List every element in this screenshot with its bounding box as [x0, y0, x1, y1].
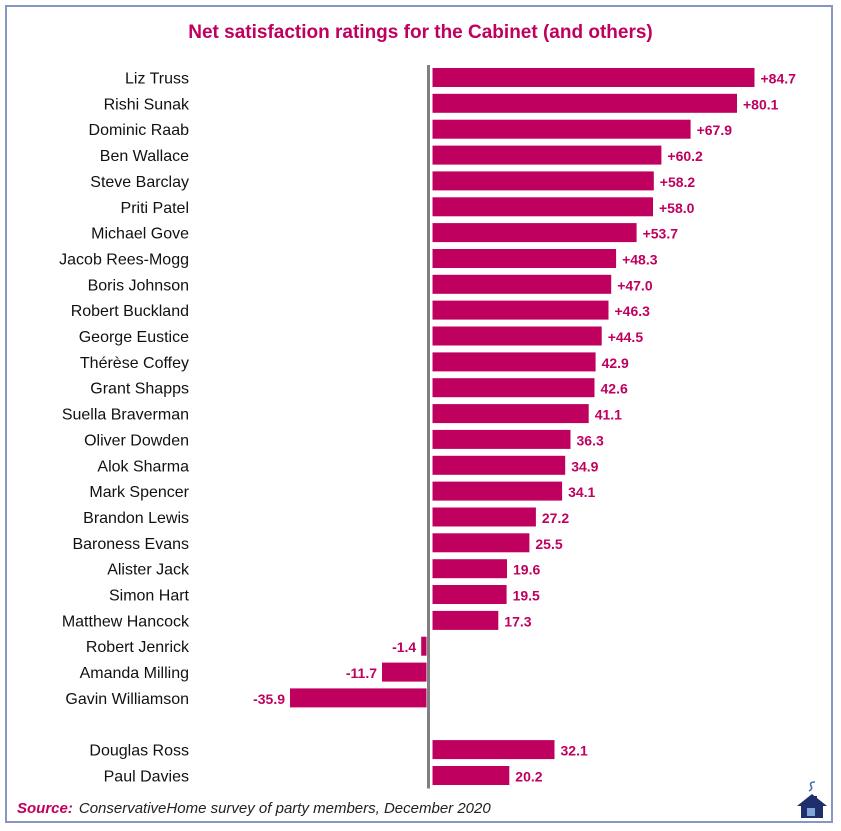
- category-label-liz-truss: Liz Truss: [125, 71, 189, 88]
- data-label-priti-patel: +58.0: [659, 200, 695, 216]
- chart-title: Net satisfaction ratings for the Cabinet…: [188, 22, 653, 43]
- bar-simon-hart: [432, 585, 507, 604]
- bar-paul-davies: [432, 766, 510, 785]
- data-label-jacob-rees-mogg: +48.3: [622, 251, 658, 267]
- bar-oliver-dowden: [432, 429, 571, 449]
- data-label-amanda-milling: -11.7: [346, 665, 377, 681]
- bar-steve-barclay: [432, 171, 654, 191]
- category-label-therese-coffey: Thérèse Coffey: [80, 355, 189, 372]
- data-label-steve-barclay: +58.2: [660, 174, 696, 190]
- data-label-boris-johnson: +47.0: [617, 277, 653, 293]
- data-label-dominic-raab: +67.9: [697, 122, 733, 138]
- data-label-suella-braverman: 41.1: [595, 407, 622, 423]
- bar-matthew-hancock: [432, 610, 499, 630]
- data-label-simon-hart: 19.5: [513, 588, 540, 604]
- data-label-liz-truss: +84.7: [761, 71, 797, 87]
- category-label-dominic-raab: Dominic Raab: [89, 122, 190, 139]
- data-label-brandon-lewis: 27.2: [542, 510, 569, 526]
- data-label-robert-buckland: +46.3: [615, 303, 651, 319]
- bar-gavin-williamson: [290, 688, 427, 708]
- bar-jacob-rees-mogg: [432, 249, 617, 268]
- category-label-boris-johnson: Boris Johnson: [88, 277, 189, 294]
- bar-robert-jenrick: [421, 636, 427, 656]
- category-label-alok-sharma: Alok Sharma: [97, 458, 189, 475]
- data-label-michael-gove: +53.7: [643, 226, 679, 242]
- category-label-matthew-hancock: Matthew Hancock: [62, 613, 190, 630]
- data-label-paul-davies: 20.2: [515, 768, 542, 784]
- category-label-robert-buckland: Robert Buckland: [71, 303, 189, 320]
- category-label-oliver-dowden: Oliver Dowden: [84, 432, 189, 449]
- bar-grant-shapps: [432, 378, 595, 398]
- bar-mark-spencer: [432, 481, 563, 501]
- bar-dominic-raab: [432, 119, 691, 139]
- data-label-robert-jenrick: -1.4: [392, 639, 416, 655]
- bar-alok-sharma: [432, 455, 566, 475]
- bar-george-eustice: [432, 326, 602, 346]
- bar-baroness-evans: [432, 533, 530, 553]
- bar-rishi-sunak: [432, 93, 737, 113]
- category-label-brandon-lewis: Brandon Lewis: [83, 510, 189, 527]
- category-label-robert-jenrick: Robert Jenrick: [86, 639, 190, 656]
- data-label-douglas-ross: 32.1: [561, 743, 588, 759]
- bar-amanda-milling: [382, 662, 427, 682]
- category-label-alister-jack: Alister Jack: [107, 562, 190, 579]
- data-label-alok-sharma: 34.9: [571, 458, 598, 474]
- data-label-therese-coffey: 42.9: [602, 355, 629, 371]
- bar-ben-wallace: [432, 145, 662, 165]
- data-label-grant-shapps: 42.6: [601, 381, 628, 397]
- category-label-george-eustice: George Eustice: [79, 329, 189, 346]
- data-label-ben-wallace: +60.2: [667, 148, 703, 164]
- chart-frame: [5, 5, 833, 823]
- category-label-rishi-sunak: Rishi Sunak: [104, 96, 190, 113]
- category-label-michael-gove: Michael Gove: [91, 226, 189, 243]
- category-label-gavin-williamson: Gavin Williamson: [65, 691, 189, 708]
- data-label-alister-jack: 19.6: [513, 562, 540, 578]
- conservativehome-house-icon: [797, 781, 827, 818]
- source-text: ConservativeHome survey of party members…: [78, 800, 491, 817]
- category-label-amanda-milling: Amanda Milling: [80, 665, 189, 682]
- category-label-douglas-ross: Douglas Ross: [89, 743, 189, 760]
- category-label-baroness-evans: Baroness Evans: [72, 536, 189, 553]
- bar-douglas-ross: [432, 740, 555, 760]
- data-label-matthew-hancock: 17.3: [504, 613, 531, 629]
- category-label-simon-hart: Simon Hart: [109, 588, 190, 605]
- source-note: Source: ConservativeHome survey of party …: [17, 800, 491, 817]
- data-label-george-eustice: +44.5: [608, 329, 644, 345]
- category-label-suella-braverman: Suella Braverman: [62, 407, 189, 424]
- bar-therese-coffey: [432, 352, 596, 372]
- category-label-mark-spencer: Mark Spencer: [89, 484, 189, 501]
- bar-alister-jack: [432, 559, 507, 579]
- source-label: Source:: [17, 800, 73, 817]
- data-label-oliver-dowden: 36.3: [577, 432, 604, 448]
- category-label-paul-davies: Paul Davies: [104, 768, 189, 785]
- bar-liz-truss: [432, 68, 755, 87]
- data-label-gavin-williamson: -35.9: [253, 691, 285, 707]
- data-label-mark-spencer: 34.1: [568, 484, 595, 500]
- category-label-steve-barclay: Steve Barclay: [90, 174, 189, 191]
- bar-michael-gove: [432, 223, 637, 243]
- category-label-ben-wallace: Ben Wallace: [100, 148, 189, 165]
- category-label-grant-shapps: Grant Shapps: [90, 381, 189, 398]
- category-label-priti-patel: Priti Patel: [121, 200, 189, 217]
- category-label-jacob-rees-mogg: Jacob Rees-Mogg: [59, 251, 189, 268]
- bar-suella-braverman: [432, 404, 589, 424]
- bar-brandon-lewis: [432, 507, 536, 527]
- data-label-rishi-sunak: +80.1: [743, 96, 779, 112]
- bar-robert-buckland: [432, 300, 609, 320]
- bar-priti-patel: [432, 197, 653, 217]
- bar-boris-johnson: [432, 274, 612, 294]
- data-label-baroness-evans: 25.5: [535, 536, 562, 552]
